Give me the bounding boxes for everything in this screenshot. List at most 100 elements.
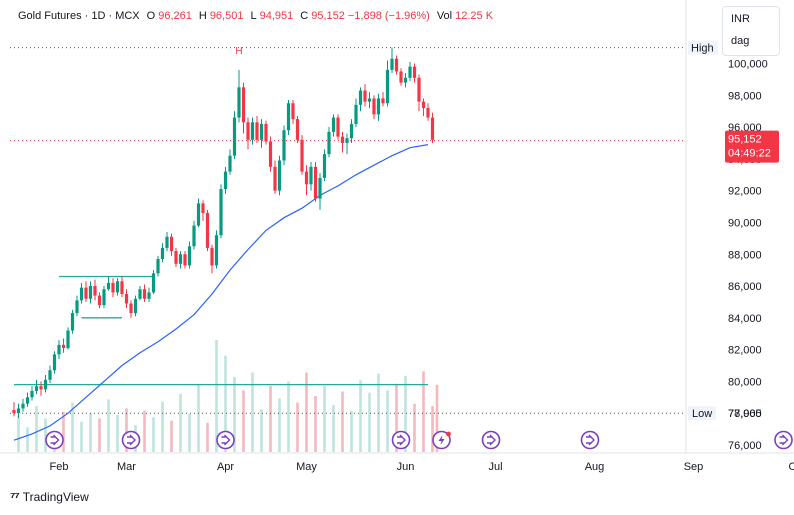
candle xyxy=(255,115,259,143)
candle xyxy=(340,131,345,153)
candle xyxy=(75,295,79,317)
low-value: 94,951 xyxy=(259,10,294,22)
volume-bar xyxy=(368,392,371,452)
y-axis: 76,000 78,000 80,000 82,000 84,000 86,000 88,0… xyxy=(728,59,768,453)
event-marker-icon[interactable] xyxy=(774,430,793,450)
candle-body xyxy=(417,77,421,102)
candle xyxy=(25,392,30,407)
volume-bar xyxy=(35,406,38,452)
candle-body xyxy=(147,292,151,299)
event-marker-icon[interactable] xyxy=(580,430,600,450)
candle-body xyxy=(133,298,138,314)
candle-body xyxy=(52,354,57,371)
candle xyxy=(57,340,61,360)
candle-body xyxy=(237,87,241,118)
volume-bar xyxy=(341,391,344,452)
volume-bar xyxy=(197,384,200,452)
volume-bar xyxy=(435,384,439,452)
candle-body xyxy=(421,101,426,109)
candle-body xyxy=(201,203,205,213)
flash-event-icon[interactable] xyxy=(432,430,451,450)
volume-bar xyxy=(89,412,92,452)
event-marker-icon[interactable] xyxy=(391,430,411,450)
candle-body xyxy=(210,247,214,266)
symbol-title[interactable]: Gold Futures · 1D · MCX xyxy=(18,10,140,22)
candle xyxy=(174,247,178,267)
volume-bar xyxy=(98,418,101,452)
low-label: L xyxy=(250,10,257,22)
candle-body xyxy=(25,397,30,404)
arrow-glyph xyxy=(221,434,231,446)
event-marker-icon[interactable] xyxy=(121,430,141,450)
candle xyxy=(106,276,111,291)
candle-body xyxy=(259,123,264,140)
candle-body xyxy=(178,254,183,264)
high-badge-bg xyxy=(688,40,718,55)
candle xyxy=(160,243,165,263)
arrow-glyph xyxy=(127,434,136,446)
volume-bar xyxy=(71,402,74,452)
volume-bar xyxy=(179,393,182,452)
candle xyxy=(304,165,309,196)
event-marker-icon[interactable] xyxy=(481,430,501,450)
candle xyxy=(129,300,133,318)
candle-body xyxy=(48,370,52,380)
candle-body xyxy=(97,295,102,306)
candle-body xyxy=(102,289,106,306)
tradingview-footer[interactable]: ⁷⁷ TradingView xyxy=(10,489,89,504)
candle xyxy=(21,398,25,412)
candle xyxy=(246,117,250,150)
candle-body xyxy=(174,251,178,264)
candle xyxy=(318,173,322,210)
candle xyxy=(286,100,291,136)
volume-bar xyxy=(17,416,20,452)
currency-unit-selector[interactable]: INR dag xyxy=(722,6,780,56)
candle xyxy=(147,287,151,302)
candle-body xyxy=(79,287,84,301)
event-marker-ring xyxy=(774,430,793,450)
volume-bar xyxy=(26,427,29,452)
volume-bar xyxy=(44,418,47,452)
close-label: C xyxy=(300,10,309,22)
candle-body xyxy=(367,98,372,102)
brand-name: TradingView xyxy=(22,489,89,504)
candle-body xyxy=(255,122,259,140)
volume-bar xyxy=(233,376,236,452)
candle-body xyxy=(16,408,21,414)
candle-body xyxy=(336,117,340,137)
candle-body xyxy=(192,225,196,247)
candle-body xyxy=(66,330,70,349)
candle-body xyxy=(372,98,376,115)
candle-body xyxy=(273,166,277,191)
x-tick-label: Apr xyxy=(217,461,234,473)
candle-body xyxy=(403,77,408,83)
volume-bar xyxy=(314,396,317,452)
event-marker-icon[interactable] xyxy=(216,430,235,450)
moving-average-line xyxy=(13,144,429,441)
y-tick-label: 98,000 xyxy=(728,90,762,102)
candle xyxy=(403,73,408,88)
candle xyxy=(223,166,228,194)
candle xyxy=(363,84,367,107)
candle xyxy=(385,60,390,107)
volume-bar xyxy=(296,402,299,452)
candle-body xyxy=(205,212,210,248)
candle-body xyxy=(358,90,363,105)
candle xyxy=(201,200,205,221)
last-price-badge: 95,152 04:49:22 xyxy=(725,130,779,163)
candle-body xyxy=(408,66,412,78)
candle-body xyxy=(291,103,295,120)
high-value: 96,501 xyxy=(209,10,244,22)
candle xyxy=(169,233,174,256)
event-marker-icon[interactable] xyxy=(45,430,64,450)
volume-bar xyxy=(251,372,254,452)
candle-body xyxy=(88,286,93,299)
event-marker-ring xyxy=(45,430,64,450)
candle xyxy=(12,402,16,417)
y-tick-label: 100,000 xyxy=(728,59,768,71)
y-tick-label: 76,000 xyxy=(728,440,762,452)
candle-body xyxy=(12,410,16,414)
candle-body xyxy=(151,273,156,293)
low-value-label: 77,965 xyxy=(728,408,762,420)
